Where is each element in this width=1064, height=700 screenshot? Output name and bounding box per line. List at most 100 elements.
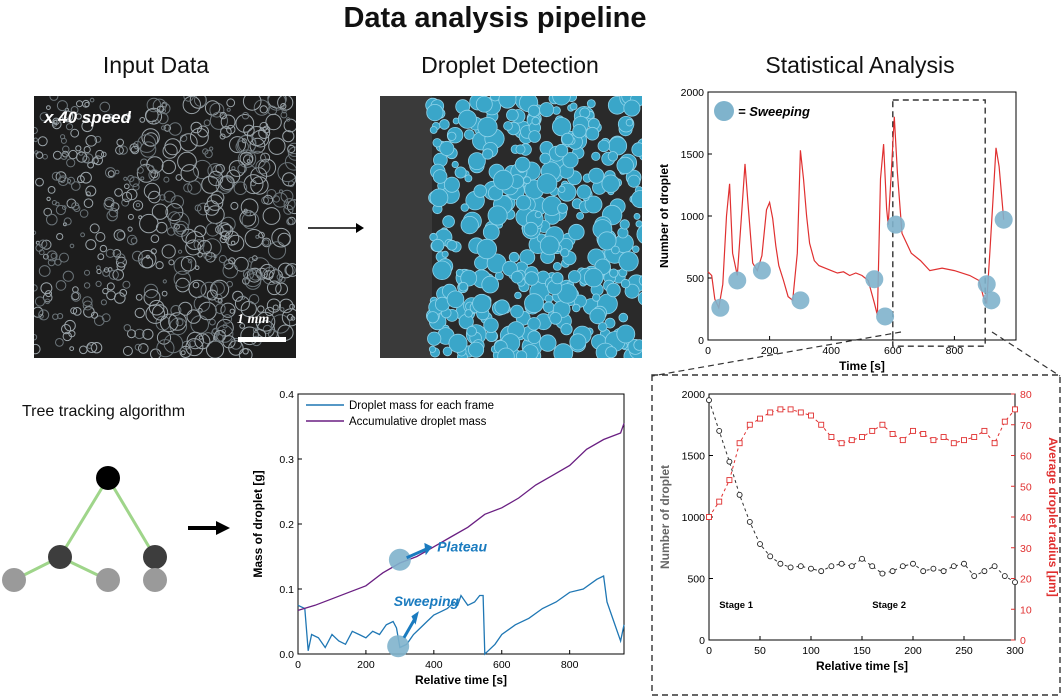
bubble	[197, 125, 209, 138]
bubble	[81, 120, 94, 133]
droplet-mass-chart: 0 200 400 600 800 0.0 0.1 0.2 0.3 0.4 Relative tim…	[251, 389, 625, 687]
bubble	[206, 289, 218, 301]
bubble	[89, 97, 95, 103]
detected-droplet	[446, 239, 458, 251]
bubble	[115, 145, 124, 155]
detected-droplet	[618, 312, 629, 323]
bubble	[86, 342, 98, 353]
tree-label: Tree tracking algorithm	[22, 403, 186, 420]
bubble	[51, 171, 61, 181]
bubble	[238, 348, 253, 358]
radius-point	[706, 514, 712, 520]
detected-droplet	[637, 291, 642, 305]
detected-droplet	[514, 156, 531, 173]
count-point	[920, 568, 927, 575]
bubble	[122, 280, 131, 289]
detected-droplet	[589, 307, 606, 325]
radius-point	[848, 437, 855, 444]
detected-droplet	[426, 311, 439, 324]
x-tick-label: 0	[706, 645, 712, 657]
accumulative-mass-line	[297, 423, 625, 612]
plateau-arrow-head	[424, 542, 433, 556]
bubble	[215, 325, 234, 343]
bubble	[204, 200, 220, 216]
bubble	[52, 150, 62, 160]
detected-droplet	[576, 184, 592, 200]
bubble	[61, 110, 74, 123]
bubble	[286, 313, 294, 321]
bubble	[79, 345, 88, 355]
bubble	[123, 324, 132, 332]
bubble	[101, 313, 111, 323]
bubble	[113, 229, 126, 241]
count-point	[961, 560, 967, 567]
bubble	[272, 195, 280, 203]
bubble	[190, 121, 203, 134]
bubble	[257, 305, 265, 313]
bubble	[267, 280, 282, 296]
radius-point	[838, 440, 845, 447]
detected-droplet	[481, 275, 499, 294]
bubble	[135, 293, 143, 301]
bubble	[287, 199, 296, 215]
bubble	[99, 101, 111, 113]
bubble	[203, 119, 211, 127]
detected-droplet	[561, 132, 574, 146]
y2-tick-label: 60	[1020, 451, 1032, 463]
bubble	[79, 209, 89, 218]
bubble	[180, 255, 197, 272]
bubble	[280, 103, 287, 110]
bubble	[146, 156, 164, 174]
bubble	[233, 181, 248, 195]
count-point	[910, 560, 916, 567]
bubble	[192, 281, 200, 289]
count-point	[838, 560, 845, 567]
detected-droplet	[635, 220, 642, 228]
tree-root-node	[96, 466, 120, 490]
bubble	[108, 207, 119, 218]
bubble	[287, 144, 296, 154]
count-point	[950, 563, 957, 570]
x-axis-label: Time [s]	[839, 359, 885, 373]
bubble	[68, 149, 78, 160]
bubble	[263, 194, 274, 205]
count-trend-line	[708, 400, 1016, 583]
bubble	[37, 136, 48, 147]
radius-point	[716, 498, 723, 505]
detected-droplet	[477, 117, 498, 138]
sweeping-arrow-head	[411, 611, 419, 625]
bubble	[66, 198, 77, 209]
bubble	[241, 211, 260, 230]
bubble	[237, 163, 247, 174]
tree-leaf-node	[96, 568, 120, 592]
detected-droplet	[623, 99, 641, 117]
bubble	[183, 96, 194, 102]
bubble	[173, 256, 193, 275]
detected-droplet	[560, 248, 570, 258]
bubble	[75, 113, 82, 120]
bubble	[97, 253, 105, 261]
bubble	[272, 304, 279, 311]
x-tick-label: 200	[357, 659, 375, 671]
bubble	[35, 244, 44, 252]
bubble	[39, 313, 44, 319]
bubble	[143, 182, 161, 200]
sweeping-marker	[994, 210, 1013, 229]
bubble	[209, 111, 228, 130]
bubble	[175, 318, 184, 327]
bubble	[137, 134, 157, 153]
bubble	[258, 231, 265, 239]
tree-leaf-node	[2, 568, 26, 592]
sweeping-marker	[752, 261, 771, 280]
detected-droplet	[569, 333, 587, 351]
bubble	[217, 222, 232, 237]
y-tick-label: 1500	[681, 149, 705, 161]
bubble	[66, 158, 76, 168]
sweeping-marker	[387, 635, 410, 658]
bubble	[170, 305, 182, 316]
bubble	[136, 166, 144, 174]
radius-point	[726, 477, 733, 484]
y-tick-label: 500	[686, 273, 704, 285]
detected-droplet	[426, 104, 444, 122]
bubble	[163, 176, 170, 183]
